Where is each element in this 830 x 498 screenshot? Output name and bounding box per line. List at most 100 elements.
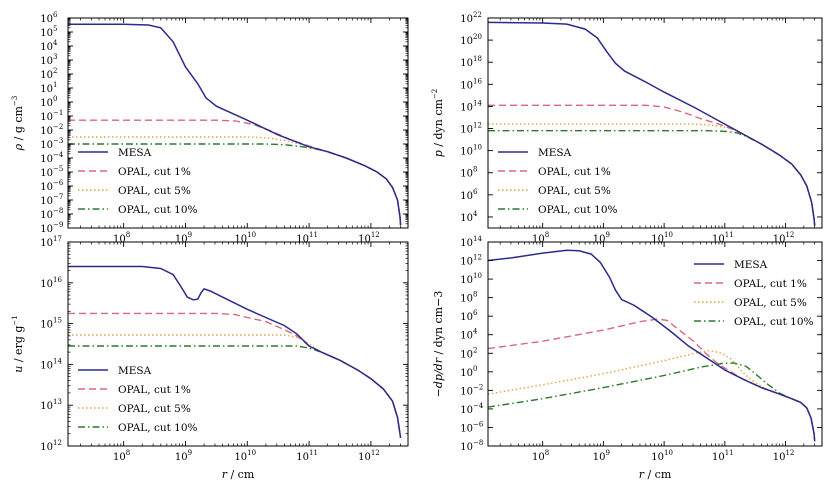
y-tick-label: 10	[460, 80, 473, 91]
x-tick-label: 1012	[773, 231, 795, 245]
y-tick-exp: 2	[53, 67, 57, 75]
y-tick-label: 10	[40, 140, 53, 151]
y-tick-exp: 4	[53, 39, 58, 47]
y-tick-exp: 6	[473, 309, 478, 317]
plot-frame	[67, 241, 409, 447]
y-tick-label: 10	[40, 98, 53, 109]
y-axis-label: ρ / g cm−3	[11, 96, 25, 152]
y-tick-exp: 2	[473, 346, 477, 354]
y-tick-exp: 12	[473, 122, 482, 130]
x-tick-label: 1011	[712, 231, 734, 245]
y-tick-label: 10	[460, 312, 473, 323]
y-tick-label: 10	[460, 169, 473, 180]
y-tick-exp: −8	[53, 207, 63, 215]
series-line-mesa	[488, 249, 816, 442]
y-tick-exp: 4	[473, 210, 478, 218]
legend-label-cut1: OPAL, cut 1%	[118, 166, 191, 178]
y-tick-label: 10	[40, 224, 53, 235]
panel-density: 108 109 1010 1011 101210−910−810−710−610−510…	[11, 11, 409, 245]
y-tick-exp: 6	[473, 188, 478, 196]
x-tick-label: 1010	[234, 231, 256, 245]
legend-label-cut1: OPAL, cut 1%	[538, 166, 611, 178]
y-tick-label: 10	[460, 423, 473, 434]
series-group	[488, 21, 816, 226]
series-line-cut10	[68, 143, 402, 226]
x-tick-label: 1012	[358, 231, 380, 245]
series-line-cut5	[488, 349, 816, 442]
x-tick-label: 1010	[234, 449, 256, 463]
y-tick-exp: −2	[53, 123, 63, 131]
y-tick-exp: 10	[473, 144, 482, 152]
y-tick-exp: −5	[53, 165, 63, 173]
y-tick-exp: 22	[473, 11, 482, 19]
series-group	[68, 23, 402, 226]
x-tick-label: 109	[175, 449, 192, 463]
legend-label-cut5: OPAL, cut 5%	[734, 297, 807, 309]
x-tick-label: 108	[113, 231, 130, 245]
x-tick-label: 1010	[651, 231, 673, 245]
y-tick-label: 10	[460, 275, 473, 286]
y-tick-label: 10	[460, 191, 473, 202]
y-tick-exp: 14	[473, 235, 482, 243]
y-tick-label: 10	[40, 279, 53, 290]
y-tick-label: 10	[460, 405, 473, 416]
y-tick-label: 10	[40, 442, 53, 453]
y-tick-exp: −1	[53, 109, 63, 117]
y-tick-exp: 3	[53, 53, 57, 61]
y-tick-label: 10	[40, 14, 53, 25]
legend-label-mesa: MESA	[118, 147, 152, 159]
legend-label-mesa: MESA	[538, 147, 572, 159]
x-tick-label: 108	[532, 231, 549, 245]
x-tick-label: 109	[593, 231, 610, 245]
y-tick-exp: −6	[53, 179, 64, 187]
y-tick-label: 10	[460, 368, 473, 379]
y-axis-label: u / erg g−1	[11, 315, 25, 372]
y-tick-exp: 17	[53, 235, 62, 243]
y-tick-exp: 0	[53, 95, 57, 103]
series-line-cut1	[488, 318, 816, 442]
y-tick-label: 10	[40, 196, 53, 207]
y-tick-exp: 20	[473, 33, 482, 41]
series-line-cut10	[488, 362, 816, 442]
y-tick-label: 10	[40, 210, 53, 221]
series-group	[68, 265, 402, 438]
x-tick-label: 1012	[358, 449, 380, 463]
legend-label-cut5: OPAL, cut 5%	[118, 185, 191, 197]
y-tick-label: 10	[40, 28, 53, 39]
series-group	[488, 249, 816, 442]
y-tick-label: 10	[40, 42, 53, 53]
x-tick-label: 1011	[712, 449, 734, 463]
y-tick-exp: 15	[53, 317, 62, 325]
legend-label-cut10: OPAL, cut 10%	[538, 204, 618, 216]
y-tick-label: 10	[460, 125, 473, 136]
y-tick-exp: 16	[473, 77, 482, 85]
series-line-cut10	[488, 130, 816, 226]
y-tick-exp: 16	[53, 276, 62, 284]
y-tick-label: 10	[40, 112, 53, 123]
x-tick-label: 1011	[296, 449, 318, 463]
y-axis-label: p / dyn cm−2	[431, 89, 445, 158]
legend-label-mesa: MESA	[734, 259, 768, 271]
y-axis-label: −dp/dr / dyn cm−3	[432, 291, 445, 398]
y-tick-exp: 4	[473, 328, 478, 336]
legend-label-cut10: OPAL, cut 10%	[118, 422, 198, 434]
x-tick-label: 1010	[651, 449, 673, 463]
y-tick-exp: 18	[473, 55, 482, 63]
y-tick-label: 10	[40, 84, 53, 95]
x-tick-label: 108	[532, 449, 549, 463]
x-axis-label: r / cm	[222, 468, 255, 481]
x-tick-label: 108	[113, 449, 130, 463]
y-tick-exp: 13	[53, 398, 62, 406]
y-tick-label: 10	[460, 238, 473, 249]
y-tick-exp: −4	[473, 402, 484, 410]
y-tick-label: 10	[40, 182, 53, 193]
y-tick-label: 10	[460, 147, 473, 158]
series-line-mesa	[488, 21, 816, 226]
series-line-cut1	[488, 104, 816, 226]
series-line-mesa	[68, 23, 402, 226]
x-tick-label: 109	[175, 231, 192, 245]
y-tick-exp: 8	[473, 166, 477, 174]
